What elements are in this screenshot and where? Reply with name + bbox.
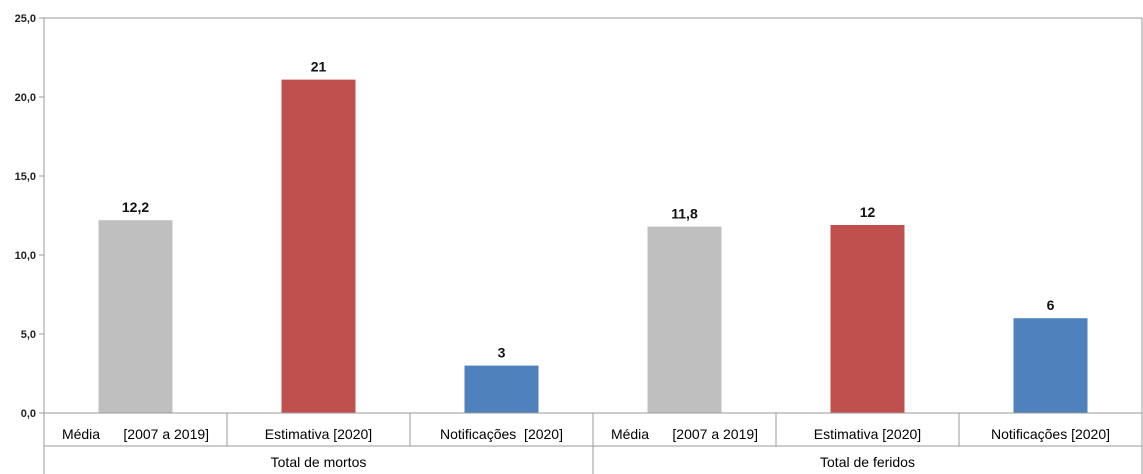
data-label: 21 [311,59,327,75]
bar [647,226,722,413]
bar [1013,318,1088,413]
x-category-label: Média [2007 a 2019] [611,426,758,442]
x-group-label: Total de mortos [271,454,367,470]
x-category-label: Notificações [2020] [440,426,563,442]
bar [98,220,173,413]
data-label: 12,2 [122,199,149,215]
data-label: 12 [860,204,876,220]
y-tick-label: 5,0 [21,329,36,341]
y-tick-label: 15,0 [15,171,36,183]
bar [281,79,356,414]
y-tick-label: 25,0 [15,13,36,25]
data-label: 6 [1047,297,1055,313]
x-category-label: Estimativa [2020] [814,426,921,442]
x-group-label: Total de feridos [820,454,915,470]
data-label: 11,8 [671,206,698,222]
bar [830,224,905,413]
y-tick-label: 10,0 [15,250,36,262]
x-category-label: Notificações [2020] [991,426,1110,442]
y-tick-label: 0,0 [21,408,36,420]
data-label: 3 [498,345,506,361]
bar [464,365,539,413]
y-axis: 0,0 5,0 10,0 15,0 20,0 25,0 [15,13,1143,474]
x-axis: Média [2007 a 2019] Estimativa [2020] Noti… [44,412,1143,474]
y-tick-label: 20,0 [15,92,36,104]
x-category-label: Média [2007 a 2019] [62,426,209,442]
x-category-label: Estimativa [2020] [265,426,372,442]
bars: 12,2 21 3 11,8 12 6 [98,59,1088,414]
